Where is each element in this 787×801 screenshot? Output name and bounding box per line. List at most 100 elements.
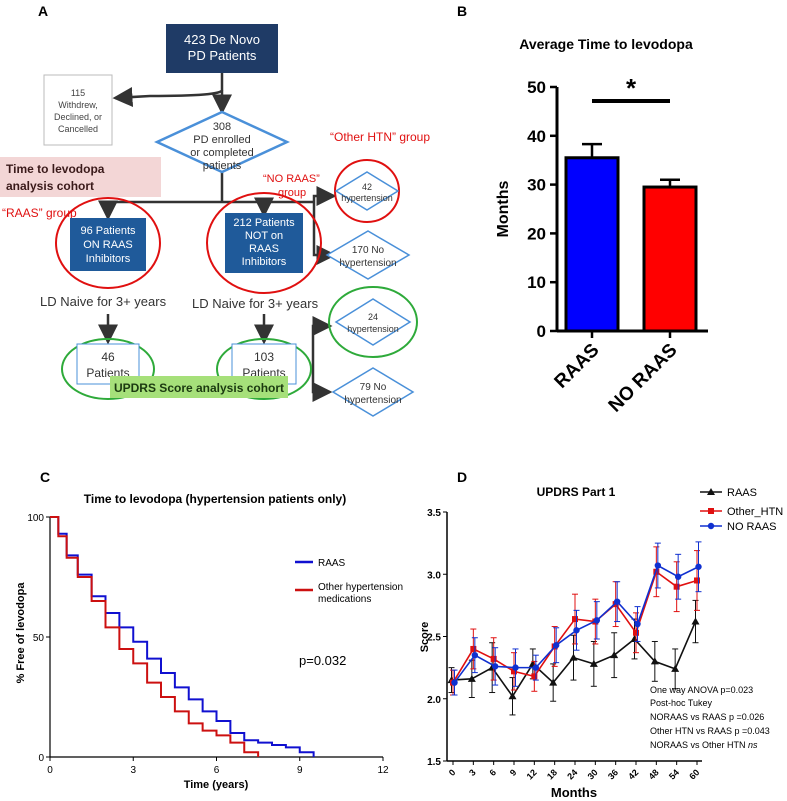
nohyp170-line2: hypertension [339, 258, 396, 269]
hyp42-line2: hypertension [341, 193, 393, 203]
updrs-x-tick-label: 12 [525, 767, 539, 781]
updrs-y-tick-label: 2.0 [427, 695, 441, 706]
updrs-x-tick-label: 0 [447, 767, 458, 778]
panel-d: D UPDRS Part 1 Score Months 1.5 2.0 2.5 3.0… [419, 469, 783, 800]
updrs-point-other-htn [531, 673, 538, 680]
updrs-point-no-raas [613, 598, 621, 605]
stats-line4: Other HTN vs RAAS p =0.043 [650, 726, 770, 736]
updrs-point-no-raas [674, 573, 682, 580]
updrs-x-tick-label: 9 [508, 767, 519, 778]
box-de-novo-line2: PD Patients [188, 48, 257, 63]
panel-label-d: D [457, 469, 467, 485]
enrolled-line4: patients [203, 160, 242, 172]
updrs-chart-title: UPDRS Part 1 [537, 485, 616, 499]
updrs-point-raas [691, 617, 700, 625]
bar-y-tick-label: 10 [527, 273, 546, 292]
updrs-point-raas [589, 659, 598, 667]
km-x-tick-label: 3 [130, 765, 136, 776]
cohort-time-line1: Time to levodopa [6, 162, 105, 176]
updrs-y-tick-label: 3.0 [427, 570, 441, 581]
updrs-point-no-raas [552, 642, 560, 649]
raas-box-line2: ON RAAS [83, 239, 133, 251]
km-legend-other-1: Other hypertension [318, 582, 403, 593]
updrs-point-other-htn [633, 629, 639, 636]
updrs-x-tick-label: 3 [467, 767, 478, 778]
hyp42-line1: 42 [362, 182, 372, 192]
stats-line3: NORAAS vs RAAS p =0.026 [650, 712, 764, 722]
bar-y-tick-label: 30 [527, 176, 546, 195]
bar-y-tick-label: 50 [527, 78, 546, 97]
km-legend-other-2: medications [318, 594, 371, 605]
nohyp170-line1: 170 No [352, 245, 385, 256]
withdrew-line4: Cancelled [58, 124, 98, 134]
panel-b: B Average Time to levodopa Months 0 10 20 3… [457, 3, 708, 416]
stats-line2: Post-hoc Tukey [650, 698, 713, 708]
km-x-tick-label: 9 [297, 765, 303, 776]
label-noraas-group-2: group [278, 187, 306, 199]
updrs-legend-marker-noraas [707, 522, 715, 530]
hyp24-line2: hypertension [347, 324, 399, 334]
updrs-x-tick-label: 6 [487, 767, 498, 778]
panel-label-b: B [457, 3, 467, 19]
km-y-tick-label: 50 [33, 633, 45, 644]
cohort-time-bg [0, 157, 161, 197]
p46-line1: 46 [101, 350, 115, 364]
km-chart-title: Time to levodopa (hypertension patients … [84, 492, 346, 506]
connector-to-42 [312, 186, 337, 206]
updrs-point-no-raas [654, 562, 662, 569]
diamond-enrolled [154, 110, 290, 174]
km-x-tick-label: 6 [214, 765, 220, 776]
updrs-chart-ylabel: Score [419, 622, 431, 653]
km-x-tick-label: 12 [377, 765, 389, 776]
updrs-y-tick-label: 2.5 [427, 633, 441, 644]
significance-star: * [626, 73, 637, 103]
ellipse-raas [55, 197, 161, 289]
updrs-y-tick-label: 3.5 [427, 508, 441, 519]
updrs-legend-marker-raas [707, 488, 715, 495]
nohyp79-line1: 79 No [360, 382, 387, 393]
hyp24-line1: 24 [368, 312, 378, 322]
updrs-x-tick-label: 60 [687, 767, 701, 781]
cohort-time-line2: analysis cohort [6, 179, 94, 193]
km-curve-other [50, 516, 260, 757]
panel-a: A 423 De Novo PD Patients 115 Withdrew, … [0, 3, 430, 417]
updrs-point-raas [549, 678, 558, 686]
noraas-box-line1: 212 Patients [233, 217, 295, 229]
updrs-x-tick-label: 36 [606, 767, 620, 781]
noraas-box-line3: RAAS [249, 243, 279, 255]
cohort-updrs-text: UPDRS Score analysis cohort [114, 381, 284, 395]
naive-left: LD Naive for 3+ years [40, 294, 167, 309]
withdrew-line3: Declined, or [54, 112, 102, 122]
nohyp79-line2: hypertension [344, 395, 401, 406]
stats-line1: One way ANOVA p=0.023 [650, 685, 753, 695]
bar-y-tick-label: 20 [527, 224, 546, 243]
updrs-x-tick-label: 30 [586, 767, 600, 781]
bar-chart-ylabel: Months [495, 180, 512, 237]
updrs-x-tick-label: 42 [626, 767, 640, 781]
km-chart-ylabel: % Free of levodopa [15, 582, 27, 684]
updrs-point-other-htn [673, 583, 680, 590]
ellipse-noraas [206, 192, 322, 294]
updrs-point-raas [610, 651, 619, 659]
km-chart-xlabel: Time (years) [184, 779, 249, 791]
connector-to-24 [311, 316, 333, 369]
updrs-point-no-raas [634, 620, 641, 628]
bar-raas [564, 156, 620, 333]
connector-withdrew [112, 87, 224, 107]
updrs-stats: One way ANOVA p=0.023 Post-hoc Tukey NOR… [650, 685, 770, 750]
withdrew-line2: Withdrew, [58, 100, 98, 110]
panel-c: C Time to levodopa (hypertension patient… [15, 469, 403, 791]
bar-category-label: NO RAAS [605, 340, 682, 417]
cohort-updrs-bg [110, 376, 288, 398]
updrs-x-tick-label: 18 [545, 767, 559, 781]
updrs-chart: 1.52.02.53.03.50 3 6 9 12 18 24 30 36 42 48 54 60 [427, 508, 702, 781]
updrs-legend-noraas: NO RAAS [727, 521, 777, 533]
updrs-point-other-htn [470, 645, 477, 652]
panel-label-c: C [40, 469, 50, 485]
diamond-79 [331, 367, 415, 417]
km-annotation: p=0.032 [299, 653, 346, 668]
stats-line5: NORAAS vs Other HTN ns [650, 740, 758, 750]
box-de-novo [166, 24, 278, 73]
naive-right: LD Naive for 3+ years [192, 296, 319, 311]
noraas-box-line4: Inhibitors [242, 256, 287, 268]
